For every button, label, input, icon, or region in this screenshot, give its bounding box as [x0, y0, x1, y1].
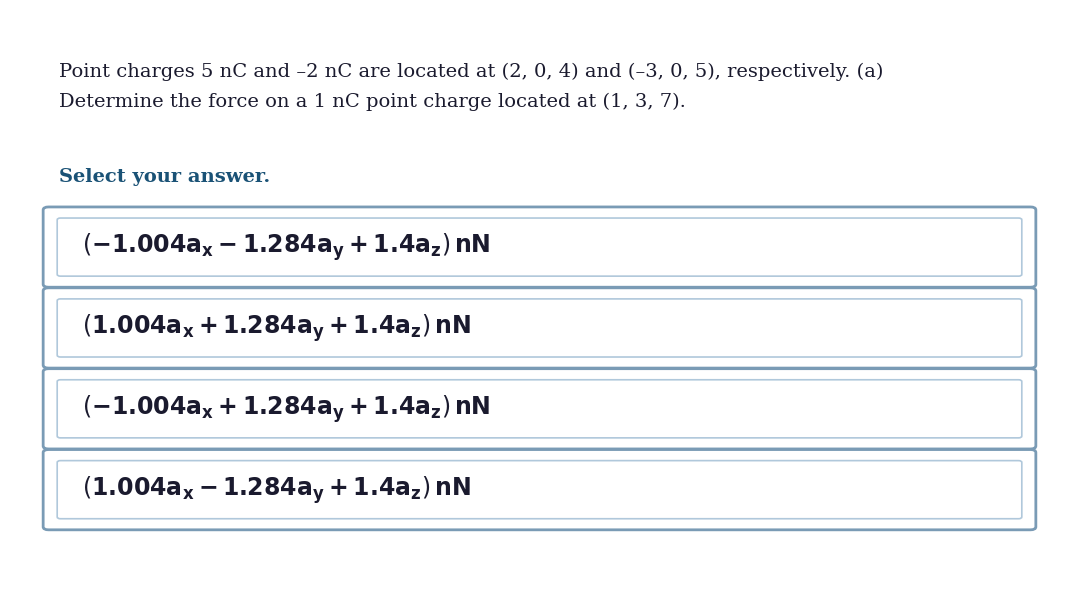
Text: $\mathbf{\left(-1.004a_x - 1.284a_y + 1.4a_z\right)\, nN}$: $\mathbf{\left(-1.004a_x - 1.284a_y + 1.… — [82, 231, 491, 263]
Text: $\mathbf{\left(1.004a_x + 1.284a_y + 1.4a_z\right)\, nN}$: $\mathbf{\left(1.004a_x + 1.284a_y + 1.4… — [82, 312, 470, 344]
Text: $\mathbf{\left(-1.004a_x + 1.284a_y + 1.4a_z\right)\, nN}$: $\mathbf{\left(-1.004a_x + 1.284a_y + 1.… — [82, 393, 491, 425]
Text: Point charges 5 nC and –2 nC are located at (2, 0, 4) and (–3, 0, 5), respective: Point charges 5 nC and –2 nC are located… — [59, 63, 884, 81]
Text: $\mathbf{\left(1.004a_x - 1.284a_y + 1.4a_z\right)\, nN}$: $\mathbf{\left(1.004a_x - 1.284a_y + 1.4… — [82, 474, 470, 506]
Text: Select your answer.: Select your answer. — [59, 168, 271, 186]
Text: Determine the force on a 1 nC point charge located at (1, 3, 7).: Determine the force on a 1 nC point char… — [59, 93, 686, 111]
